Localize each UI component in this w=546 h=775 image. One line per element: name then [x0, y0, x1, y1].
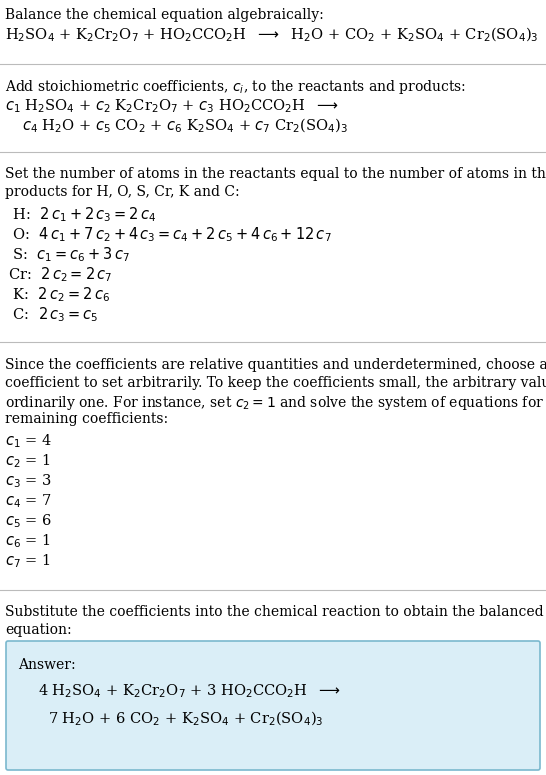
Text: Set the number of atoms in the reactants equal to the number of atoms in the: Set the number of atoms in the reactants…	[5, 167, 546, 181]
Text: remaining coefficients:: remaining coefficients:	[5, 412, 168, 426]
Text: ordinarily one. For instance, set $c_2 = 1$ and solve the system of equations fo: ordinarily one. For instance, set $c_2 =…	[5, 394, 546, 412]
Text: S:  $c_1 = c_6 + 3\,c_7$: S: $c_1 = c_6 + 3\,c_7$	[8, 245, 130, 264]
Text: Add stoichiometric coefficients, $c_i$, to the reactants and products:: Add stoichiometric coefficients, $c_i$, …	[5, 78, 466, 96]
Text: C:  $2\,c_3 = c_5$: C: $2\,c_3 = c_5$	[8, 305, 98, 324]
Text: products for H, O, S, Cr, K and C:: products for H, O, S, Cr, K and C:	[5, 185, 240, 199]
Text: equation:: equation:	[5, 623, 72, 637]
Text: Since the coefficients are relative quantities and underdetermined, choose a: Since the coefficients are relative quan…	[5, 358, 546, 372]
Text: 7 H$_2$O + 6 CO$_2$ + K$_2$SO$_4$ + Cr$_2$(SO$_4$)$_3$: 7 H$_2$O + 6 CO$_2$ + K$_2$SO$_4$ + Cr$_…	[48, 710, 324, 728]
Text: $c_6$ = 1: $c_6$ = 1	[5, 532, 51, 549]
Text: coefficient to set arbitrarily. To keep the coefficients small, the arbitrary va: coefficient to set arbitrarily. To keep …	[5, 376, 546, 390]
Text: H$_2$SO$_4$ + K$_2$Cr$_2$O$_7$ + HO$_2$CCO$_2$H  $\longrightarrow$  H$_2$O + CO$: H$_2$SO$_4$ + K$_2$Cr$_2$O$_7$ + HO$_2$C…	[5, 26, 538, 44]
Text: H:  $2\,c_1 + 2\,c_3 = 2\,c_4$: H: $2\,c_1 + 2\,c_3 = 2\,c_4$	[8, 205, 157, 224]
Text: $c_1$ = 4: $c_1$ = 4	[5, 432, 52, 449]
Text: $c_4$ = 7: $c_4$ = 7	[5, 492, 52, 510]
Text: K:  $2\,c_2 = 2\,c_6$: K: $2\,c_2 = 2\,c_6$	[8, 285, 110, 304]
Text: Cr:  $2\,c_2 = 2\,c_7$: Cr: $2\,c_2 = 2\,c_7$	[8, 265, 112, 284]
Text: $c_3$ = 3: $c_3$ = 3	[5, 472, 52, 490]
Text: 4 H$_2$SO$_4$ + K$_2$Cr$_2$O$_7$ + 3 HO$_2$CCO$_2$H  $\longrightarrow$: 4 H$_2$SO$_4$ + K$_2$Cr$_2$O$_7$ + 3 HO$…	[38, 682, 341, 700]
Text: $c_7$ = 1: $c_7$ = 1	[5, 552, 51, 570]
Text: $c_5$ = 6: $c_5$ = 6	[5, 512, 52, 529]
Text: Balance the chemical equation algebraically:: Balance the chemical equation algebraica…	[5, 8, 324, 22]
Text: Answer:: Answer:	[18, 658, 76, 672]
FancyBboxPatch shape	[6, 641, 540, 770]
Text: $c_2$ = 1: $c_2$ = 1	[5, 452, 51, 470]
Text: $c_4$ H$_2$O + $c_5$ CO$_2$ + $c_6$ K$_2$SO$_4$ + $c_7$ Cr$_2$(SO$_4$)$_3$: $c_4$ H$_2$O + $c_5$ CO$_2$ + $c_6$ K$_2…	[22, 117, 348, 136]
Text: $c_1$ H$_2$SO$_4$ + $c_2$ K$_2$Cr$_2$O$_7$ + $c_3$ HO$_2$CCO$_2$H  $\longrightar: $c_1$ H$_2$SO$_4$ + $c_2$ K$_2$Cr$_2$O$_…	[5, 97, 339, 115]
Text: Substitute the coefficients into the chemical reaction to obtain the balanced: Substitute the coefficients into the che…	[5, 605, 544, 619]
Text: O:  $4\,c_1 + 7\,c_2 + 4\,c_3 = c_4 + 2\,c_5 + 4\,c_6 + 12\,c_7$: O: $4\,c_1 + 7\,c_2 + 4\,c_3 = c_4 + 2\,…	[8, 225, 331, 243]
